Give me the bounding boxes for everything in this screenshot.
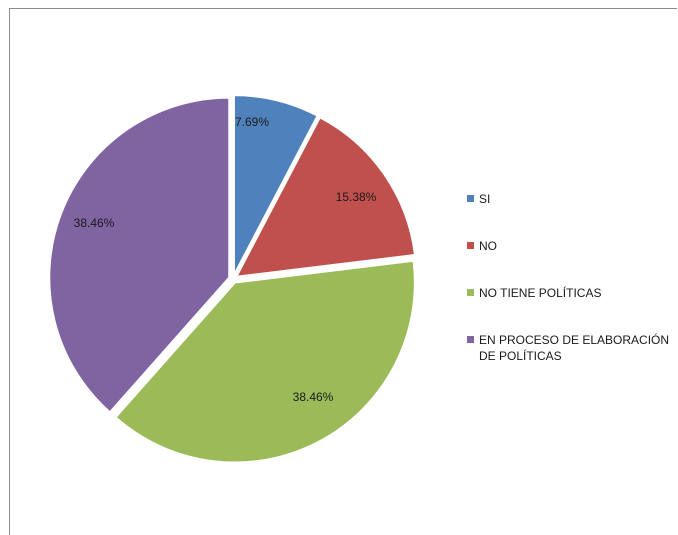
slice-label-en-proceso: 38.46% [74, 216, 115, 230]
pie-slice-no-tiene [114, 259, 416, 464]
legend-label-si: SI [479, 192, 491, 206]
legend: SI NO NO TIENE POLÍTICAS EN PROCESO DE E… [467, 191, 677, 364]
legend-label-en-proceso: EN PROCESO DE ELABORACIÓN DE POLÍTICAS [479, 333, 670, 363]
pie-slice-si [232, 94, 319, 276]
legend-item-en-proceso: EN PROCESO DE ELABORACIÓN DE POLÍTICAS [467, 332, 677, 364]
legend-swatch-no [467, 242, 474, 249]
legend-item-no-tiene: NO TIENE POLÍTICAS [467, 285, 677, 301]
pie-slice-no [234, 115, 417, 278]
legend-swatch-no-tiene [467, 289, 474, 296]
legend-item-si: SI [467, 191, 677, 207]
slice-label-no: 15.38% [336, 190, 377, 204]
legend-label-no: NO [479, 239, 497, 253]
slice-label-no-tiene: 38.46% [293, 390, 334, 404]
chart-frame [9, 8, 677, 535]
legend-item-no: NO [467, 238, 677, 254]
legend-swatch-si [467, 195, 474, 202]
legend-label-no-tiene: NO TIENE POLÍTICAS [479, 286, 602, 300]
pie-slice-en-proceso [48, 96, 231, 414]
slice-label-si: 7.69% [235, 115, 269, 129]
legend-swatch-en-proceso [467, 336, 474, 343]
